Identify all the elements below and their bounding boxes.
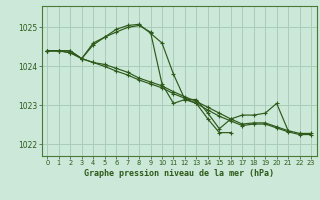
X-axis label: Graphe pression niveau de la mer (hPa): Graphe pression niveau de la mer (hPa) [84, 169, 274, 178]
